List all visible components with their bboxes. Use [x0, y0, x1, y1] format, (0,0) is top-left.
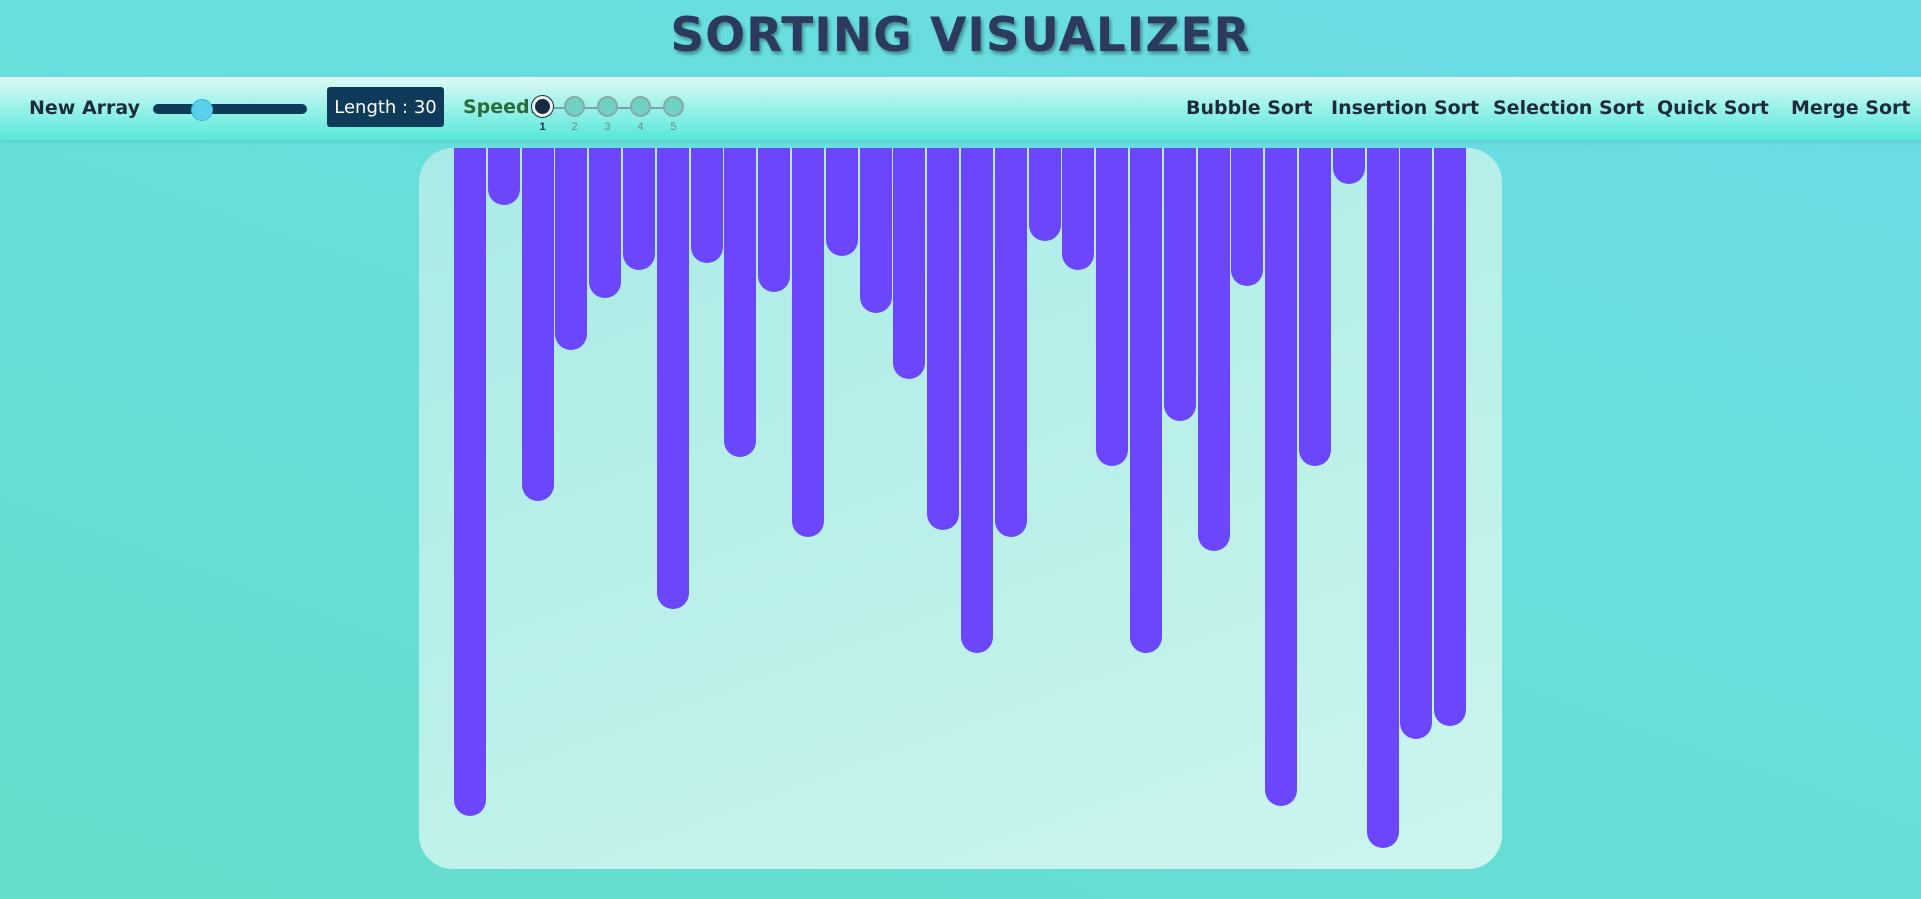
speed-option-4[interactable] [630, 96, 651, 117]
array-bar [826, 148, 858, 256]
array-bar [724, 148, 756, 457]
array-bar [1400, 148, 1432, 739]
speed-option-label: 5 [670, 121, 677, 133]
array-bar [927, 148, 959, 530]
array-bar [589, 148, 621, 298]
array-bar [893, 148, 925, 379]
insertion-sort-button[interactable]: Insertion Sort [1331, 97, 1480, 119]
speed-option-label: 3 [604, 121, 611, 133]
speed-option-5[interactable] [663, 96, 684, 117]
array-bar [657, 148, 689, 609]
array-bar [1231, 148, 1263, 286]
page-title: SORTING VISUALIZER [670, 8, 1251, 63]
quick-sort-button[interactable]: Quick Sort [1657, 97, 1769, 119]
array-bar [522, 148, 554, 501]
merge-sort-button[interactable]: Merge Sort [1791, 97, 1911, 119]
speed-label: Speed: [463, 96, 538, 118]
array-bar [454, 148, 486, 816]
new-array-button[interactable]: New Array [29, 97, 141, 119]
array-bar [1265, 148, 1297, 806]
array-bar [1130, 148, 1162, 653]
array-bar [1367, 148, 1399, 848]
array-length-slider[interactable] [153, 99, 307, 121]
array-bar [1029, 148, 1061, 241]
speed-option-2[interactable] [564, 96, 585, 117]
array-bar [792, 148, 824, 537]
array-bar [1198, 148, 1230, 551]
speed-option-label: 2 [571, 121, 578, 133]
speed-option-1[interactable] [532, 96, 553, 117]
speed-option-3[interactable] [597, 96, 618, 117]
selection-sort-button[interactable]: Selection Sort [1493, 97, 1645, 119]
array-bar [1096, 148, 1128, 466]
slider-thumb[interactable] [191, 99, 213, 121]
array-bar [860, 148, 892, 313]
array-bar [1164, 148, 1196, 421]
length-display: Length : 30 [327, 87, 444, 127]
array-bar [555, 148, 587, 350]
array-bar [488, 148, 520, 205]
array-bar [1299, 148, 1331, 466]
bubble-sort-button[interactable]: Bubble Sort [1186, 97, 1313, 119]
speed-option-label: 4 [637, 121, 644, 133]
array-bar [623, 148, 655, 270]
toolbar: New Array Length : 30 Speed: Bubble Sort… [0, 77, 1921, 140]
array-bar [758, 148, 790, 292]
array-bar [995, 148, 1027, 537]
bars-container [419, 148, 1502, 869]
array-bar [961, 148, 993, 653]
array-bar [1062, 148, 1094, 270]
array-bar [1333, 148, 1365, 184]
array-bar [1434, 148, 1466, 726]
speed-option-label: 1 [539, 121, 546, 133]
array-bar [691, 148, 723, 263]
